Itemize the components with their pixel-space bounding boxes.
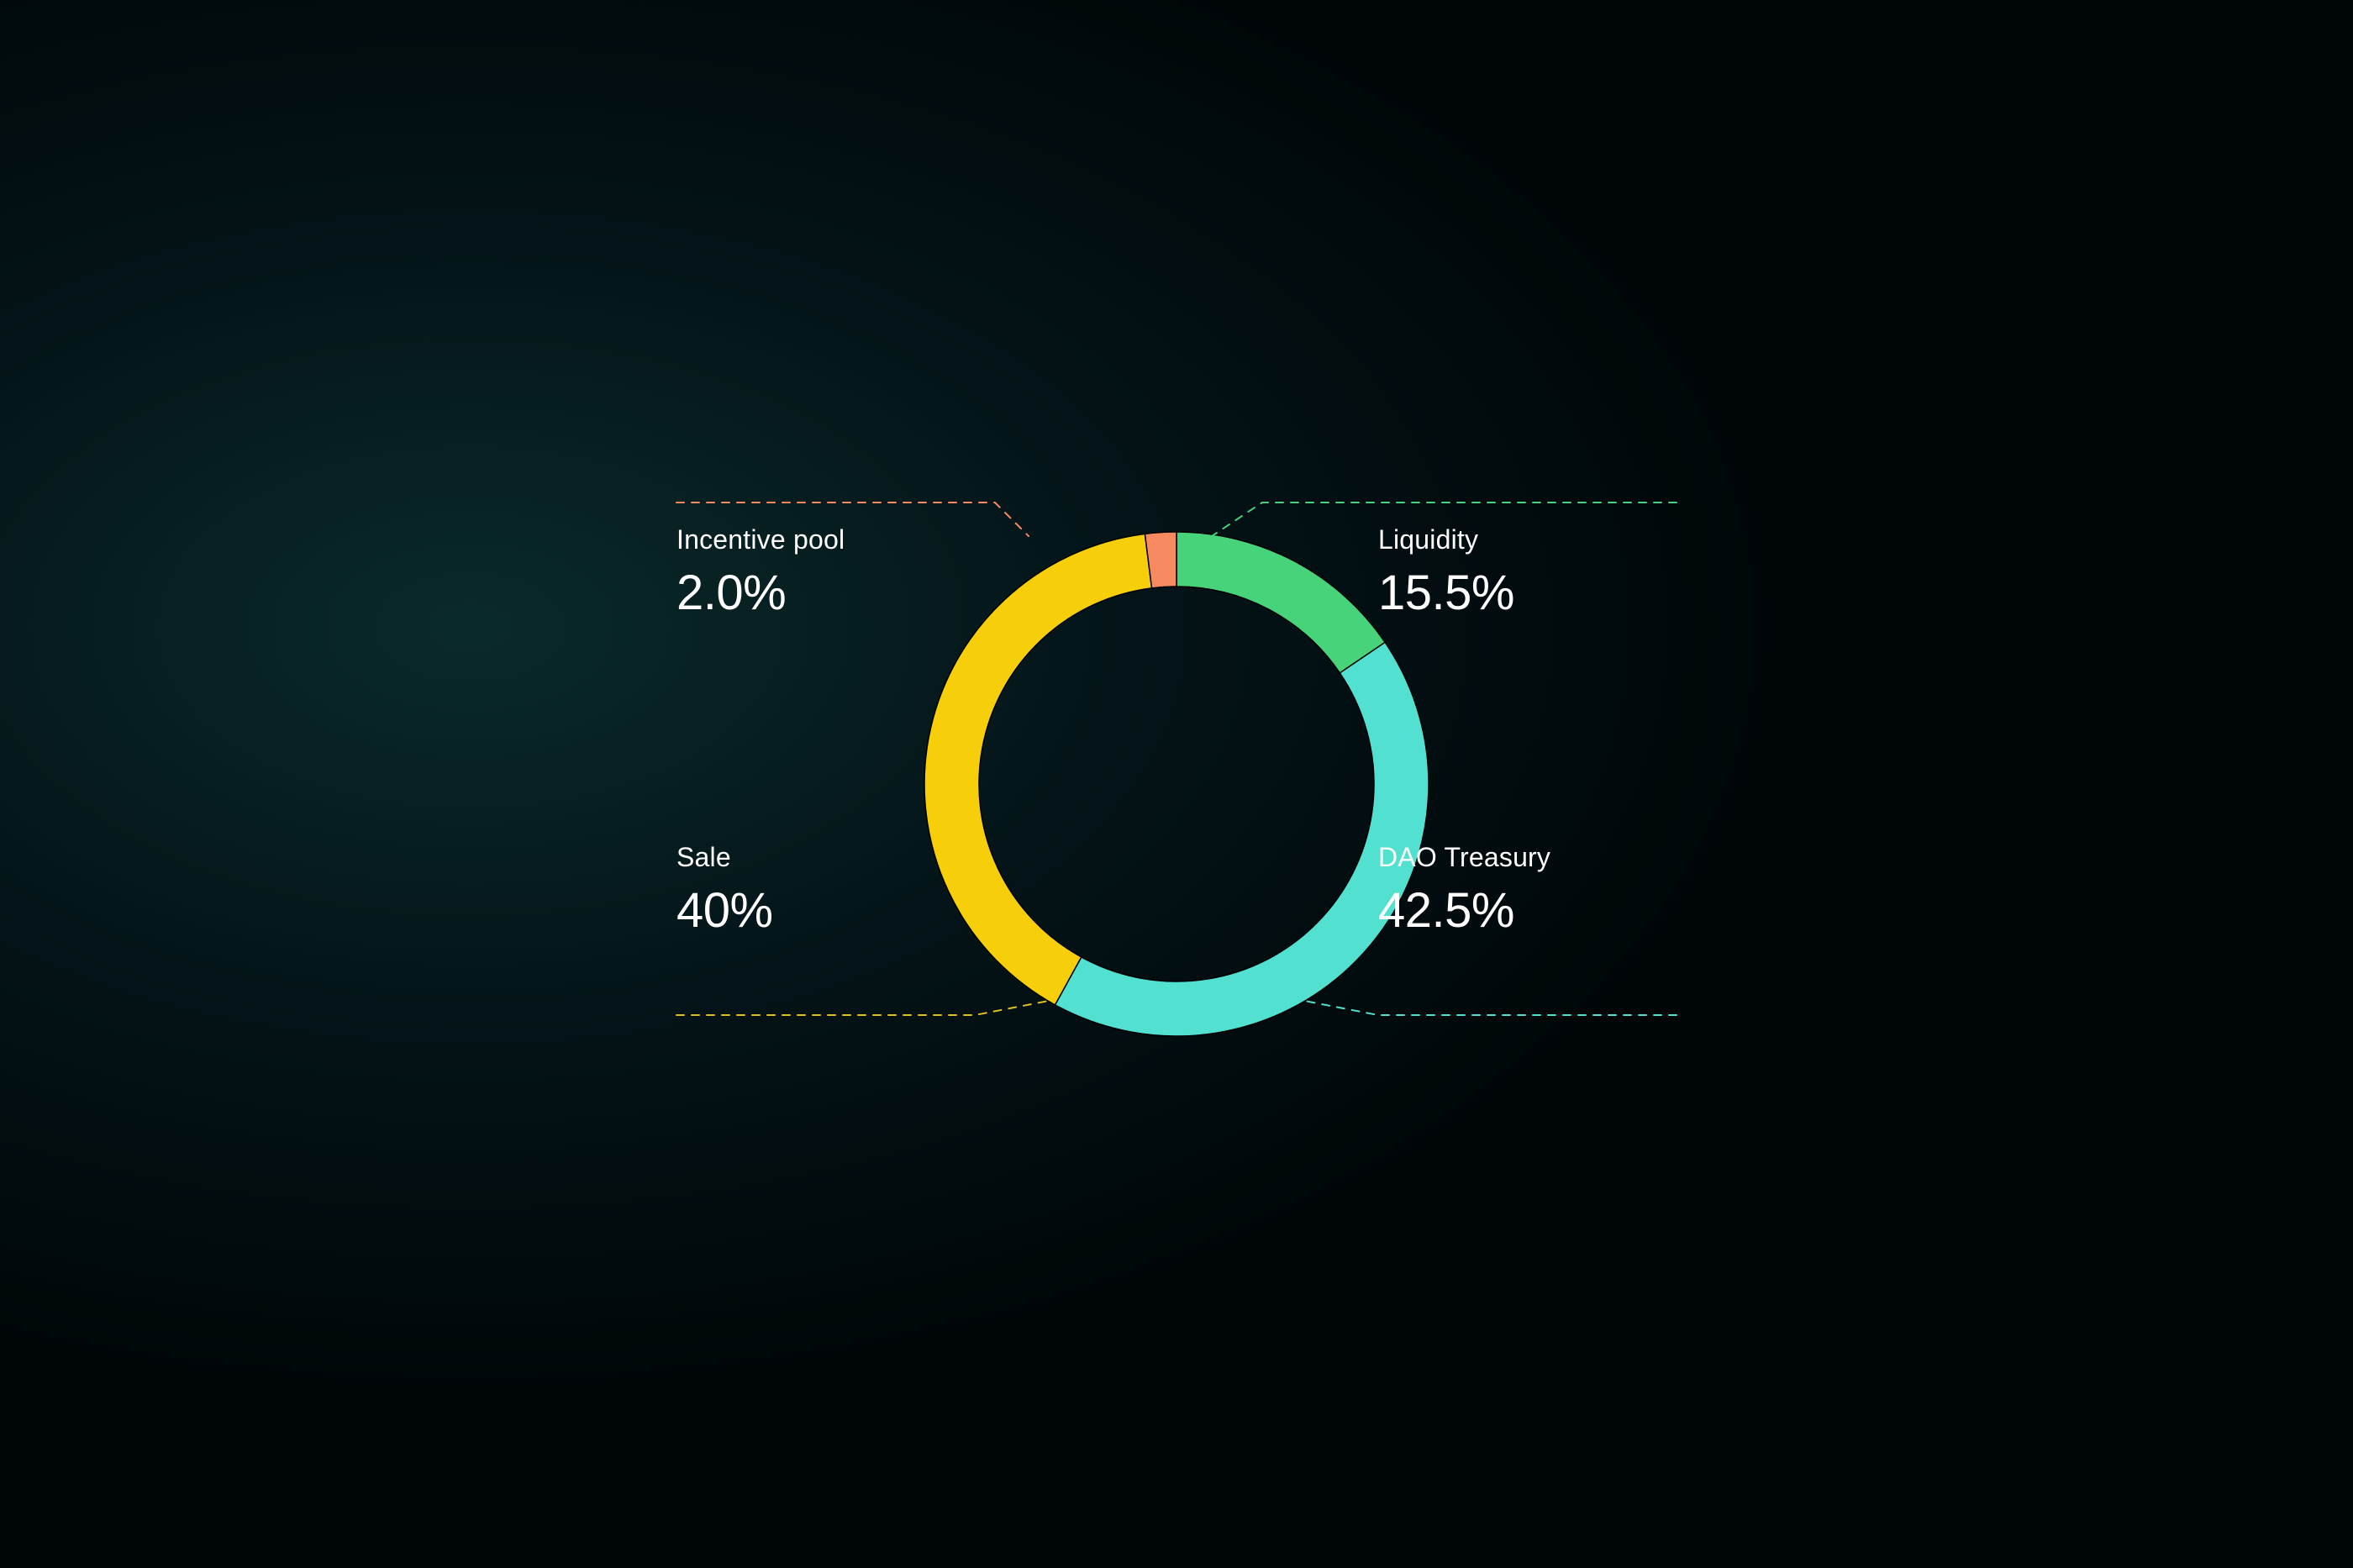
label-value: 42.5% xyxy=(1378,884,1550,938)
leader-sale xyxy=(676,1001,1049,1015)
donut-slice-sale xyxy=(924,534,1152,1005)
label-value: 2.0% xyxy=(676,566,845,620)
donut-slice-treasury xyxy=(1055,642,1429,1036)
label-name: Sale xyxy=(676,843,773,872)
donut-chart-stage: Incentive pool 2.0% Liquidity 15.5% DAO … xyxy=(546,364,1807,1204)
label-value: 40% xyxy=(676,884,773,938)
label-name: Incentive pool xyxy=(676,525,845,555)
label-value: 15.5% xyxy=(1378,566,1514,620)
label-incentive-pool: Incentive pool 2.0% xyxy=(676,525,845,620)
label-sale: Sale 40% xyxy=(676,843,773,938)
label-name: DAO Treasury xyxy=(1378,843,1550,872)
leader-treasury xyxy=(1304,1001,1677,1015)
donut-slice-liquidity xyxy=(1176,532,1385,673)
donut-chart-svg xyxy=(546,364,1807,1204)
donut-slices xyxy=(924,532,1429,1036)
label-name: Liquidity xyxy=(1378,525,1514,555)
label-dao-treasury: DAO Treasury 42.5% xyxy=(1378,843,1550,938)
label-liquidity: Liquidity 15.5% xyxy=(1378,525,1514,620)
